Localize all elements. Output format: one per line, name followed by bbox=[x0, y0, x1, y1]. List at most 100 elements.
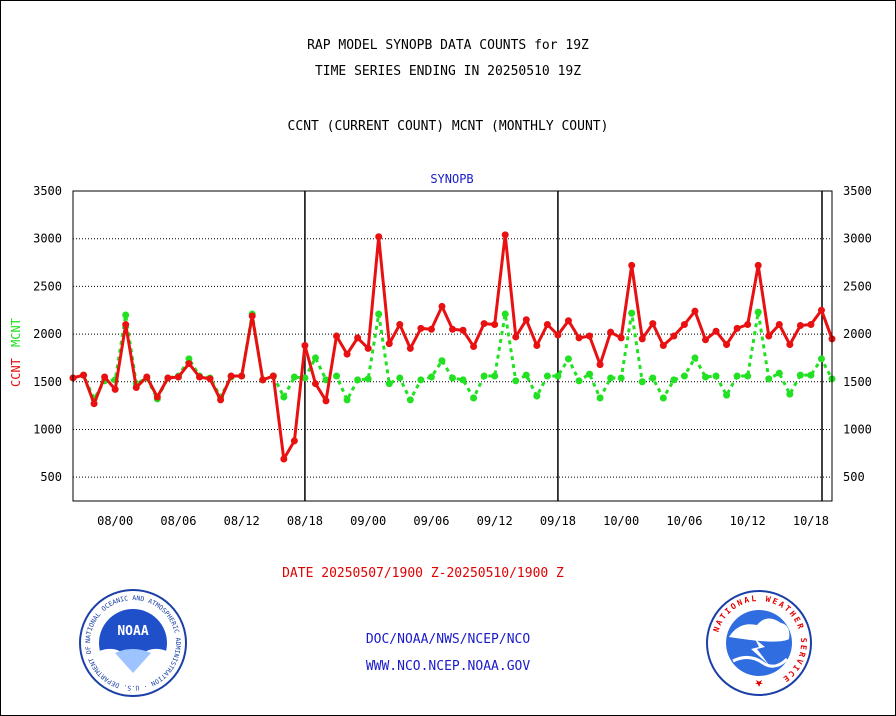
data-point bbox=[322, 397, 330, 405]
data-point bbox=[522, 371, 530, 379]
data-point bbox=[596, 394, 604, 402]
nws-logo: NATIONAL WEATHER SERVICE bbox=[706, 590, 812, 696]
series-ccnt bbox=[69, 231, 836, 463]
data-point bbox=[712, 327, 720, 335]
data-point bbox=[343, 396, 351, 404]
y-tick-label-right: 3000 bbox=[843, 232, 872, 246]
data-point bbox=[290, 437, 298, 445]
data-point bbox=[396, 374, 404, 382]
y-tick-label-left: 1500 bbox=[33, 375, 62, 389]
y-tick-label-left: 2500 bbox=[33, 279, 62, 293]
data-point bbox=[385, 380, 393, 388]
y-tick-label-right: 500 bbox=[843, 470, 865, 484]
x-tick-label: 09/00 bbox=[350, 514, 386, 528]
data-point bbox=[512, 333, 520, 341]
data-point bbox=[248, 312, 256, 320]
data-point bbox=[533, 342, 541, 350]
data-point bbox=[122, 311, 130, 319]
data-point bbox=[417, 324, 425, 332]
data-point bbox=[733, 372, 741, 380]
data-point bbox=[543, 321, 551, 329]
data-point bbox=[564, 355, 572, 363]
data-point bbox=[754, 261, 762, 269]
data-point bbox=[596, 361, 604, 369]
y-axis-title-group: CCNT MCNT bbox=[9, 318, 23, 387]
plot-area-border bbox=[72, 190, 833, 502]
data-point bbox=[354, 376, 362, 384]
website-url-link[interactable]: WWW.NCO.NCEP.NOAA.GOV bbox=[365, 659, 531, 674]
data-point bbox=[638, 378, 646, 386]
data-point bbox=[269, 372, 277, 380]
data-point bbox=[206, 375, 214, 383]
chart-title-line3: CCNT (CURRENT COUNT) MCNT (MONTHLY COUNT… bbox=[287, 119, 609, 134]
data-point bbox=[280, 393, 288, 401]
series-line bbox=[72, 233, 834, 461]
y-tick-label-right: 1500 bbox=[843, 375, 872, 389]
y-tick-label-left: 1000 bbox=[33, 422, 62, 436]
y-tick-label-right: 1000 bbox=[843, 422, 872, 436]
y-tick-label-left: 3000 bbox=[33, 232, 62, 246]
data-point bbox=[259, 376, 267, 384]
data-point bbox=[680, 372, 688, 380]
data-point bbox=[501, 231, 509, 239]
data-point bbox=[638, 335, 646, 343]
data-point bbox=[406, 396, 414, 404]
data-point bbox=[491, 321, 499, 329]
data-point bbox=[196, 373, 203, 381]
data-point bbox=[333, 372, 341, 380]
data-point bbox=[290, 373, 298, 381]
y-axis-label-mcnt: MCNT bbox=[9, 318, 23, 347]
y-tick-label-left: 3500 bbox=[33, 184, 62, 198]
data-point bbox=[470, 394, 478, 402]
data-point bbox=[364, 375, 372, 383]
data-point bbox=[765, 375, 773, 383]
x-tick-label: 10/18 bbox=[793, 514, 829, 528]
x-tick-label: 10/12 bbox=[730, 514, 766, 528]
data-point bbox=[375, 310, 383, 318]
data-point bbox=[786, 341, 794, 349]
data-point bbox=[775, 369, 783, 377]
data-point bbox=[796, 321, 804, 329]
data-point bbox=[554, 372, 562, 380]
data-point bbox=[174, 373, 182, 381]
data-point bbox=[607, 328, 615, 336]
data-point bbox=[691, 354, 699, 362]
data-point bbox=[744, 372, 752, 380]
data-point bbox=[164, 374, 172, 382]
data-point bbox=[733, 324, 741, 332]
data-point bbox=[543, 372, 551, 380]
chart-title-line2: TIME SERIES ENDING IN 20250510 19Z bbox=[314, 64, 582, 79]
data-point bbox=[480, 320, 488, 328]
data-point bbox=[586, 332, 594, 340]
data-point bbox=[406, 344, 414, 352]
data-point bbox=[417, 376, 425, 384]
data-point bbox=[817, 306, 825, 314]
data-point bbox=[111, 385, 119, 393]
data-point bbox=[132, 383, 140, 391]
data-point bbox=[449, 374, 456, 382]
data-point bbox=[512, 377, 520, 385]
data-point bbox=[364, 344, 372, 352]
noaa-logo: NATIONAL OCEANIC AND ATMOSPHERIC ADMINIS… bbox=[79, 589, 187, 697]
data-point bbox=[343, 350, 351, 358]
data-point bbox=[153, 393, 161, 401]
y-tick-label-right: 3500 bbox=[843, 184, 872, 198]
y-tick-labels-left: 500 1000 1500 2000 2500 3000 3500 bbox=[33, 184, 62, 484]
noaa-logo-text: NOAA bbox=[117, 624, 148, 639]
data-point bbox=[238, 372, 246, 380]
data-point bbox=[575, 377, 583, 385]
data-point bbox=[80, 371, 88, 379]
data-point bbox=[427, 373, 435, 381]
org-line[interactable]: DOC/NOAA/NWS/NCEP/NCO bbox=[365, 632, 531, 647]
data-point bbox=[301, 374, 309, 382]
data-point bbox=[227, 372, 235, 380]
data-point bbox=[754, 308, 762, 316]
chart-title-line1: RAP MODEL SYNOPB DATA COUNTS for 19Z bbox=[307, 38, 589, 53]
data-point bbox=[670, 376, 678, 384]
data-point bbox=[564, 317, 572, 325]
y-tick-label-left: 2000 bbox=[33, 327, 62, 341]
data-point bbox=[649, 320, 657, 328]
data-point bbox=[427, 325, 435, 333]
data-point bbox=[670, 332, 678, 340]
data-point bbox=[659, 394, 667, 402]
